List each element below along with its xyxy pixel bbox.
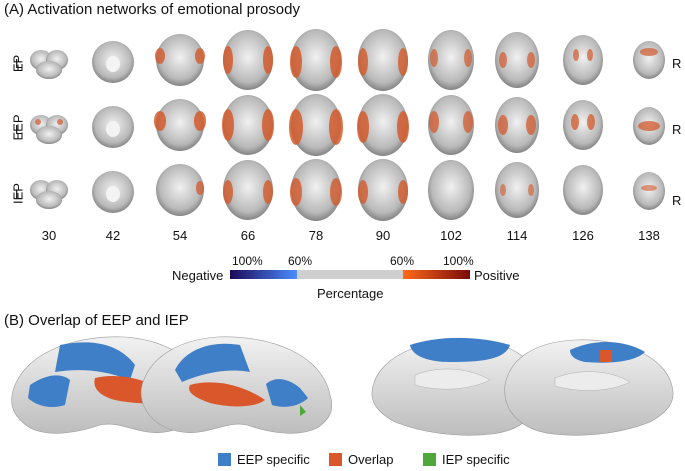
slice-iep-78 [290,159,342,221]
slice-eep-126 [563,100,603,150]
slice-iep-102 [428,160,474,220]
slice-label-6: 102 [440,228,462,243]
percentage-colorbar [230,270,470,279]
legend-swatch-eep [218,453,231,466]
slice-eep-54 [154,99,206,151]
left-marker-iep: L [15,187,23,202]
legend-label-iep: IEP specific [442,452,510,467]
slice-label-1: 42 [105,228,121,243]
right-marker-eep: R [672,122,682,137]
slices-row-ep [30,29,665,91]
slices-row-iep [30,159,665,221]
slice-ep-102 [428,30,474,90]
legend-label-overlap: Overlap [348,452,394,467]
colorbar-tick-neg-100: 100% [232,254,263,268]
colorbar-tick-pos-60: 60% [390,254,415,268]
slice-label-4: 78 [308,228,324,243]
surface-brain-left-medial [371,337,541,436]
colorbar-negative-label: Negative [172,268,224,283]
colorbar-title: Percentage [317,286,384,301]
slice-eep-102 [428,95,474,155]
slice-eep-42 [92,106,134,148]
slice-iep-42 [92,171,134,213]
left-marker-eep: L [15,122,23,137]
slice-label-0: 30 [41,228,57,243]
legend-swatch-iep [423,453,436,466]
slice-iep-114 [495,162,539,218]
legend-item-overlap: Overlap [329,452,394,467]
slice-iep-66 [223,160,273,220]
slice-label-8: 126 [572,228,594,243]
slice-iep-126 [563,165,603,215]
legend-swatch-overlap [329,453,342,466]
slice-label-9: 138 [638,228,660,243]
slice-eep-114 [495,97,539,153]
slice-ep-42 [92,41,134,83]
slice-ep-78 [290,29,342,91]
slice-eep-66 [222,95,274,155]
legend-item-iep-specific: IEP specific [423,452,510,467]
slice-ep-126 [563,35,603,85]
slice-ep-30 [30,50,68,79]
colorbar-tick-neg-60: 60% [288,254,313,268]
slice-iep-54 [156,164,204,216]
slice-ep-90 [358,29,408,91]
panel-b-title: (B) Overlap of EEP and IEP [4,312,189,329]
slice-iep-90 [358,159,408,221]
slices-row-eep [30,94,665,156]
slice-ep-54 [155,34,205,86]
panel-a-title: (A) Activation networks of emotional pro… [4,1,300,18]
surface-brain-right-lateral [140,336,333,434]
slice-eep-138 [633,107,665,145]
legend-label-eep: EEP specific [237,452,310,467]
left-marker-ep: L [15,56,23,71]
slice-ep-114 [495,32,539,88]
slice-label-7: 114 [506,228,528,243]
right-marker-iep: R [672,193,682,208]
slice-iep-30 [30,180,68,209]
slice-ep-66 [223,30,273,90]
slice-eep-30 [30,115,68,144]
legend-item-eep-specific: EEP specific [218,452,310,467]
slice-ep-138 [633,41,665,79]
slice-label-3: 66 [240,228,256,243]
colorbar-tick-pos-100: 100% [443,254,474,268]
slice-eep-78 [289,94,343,156]
surface-brain-right-medial [504,339,674,436]
slice-iep-138 [633,172,665,210]
slice-label-2: 54 [172,228,188,243]
colorbar-positive-label: Positive [474,268,520,283]
slice-eep-90 [357,94,409,156]
right-marker-ep: R [672,56,682,71]
slice-label-5: 90 [375,228,391,243]
